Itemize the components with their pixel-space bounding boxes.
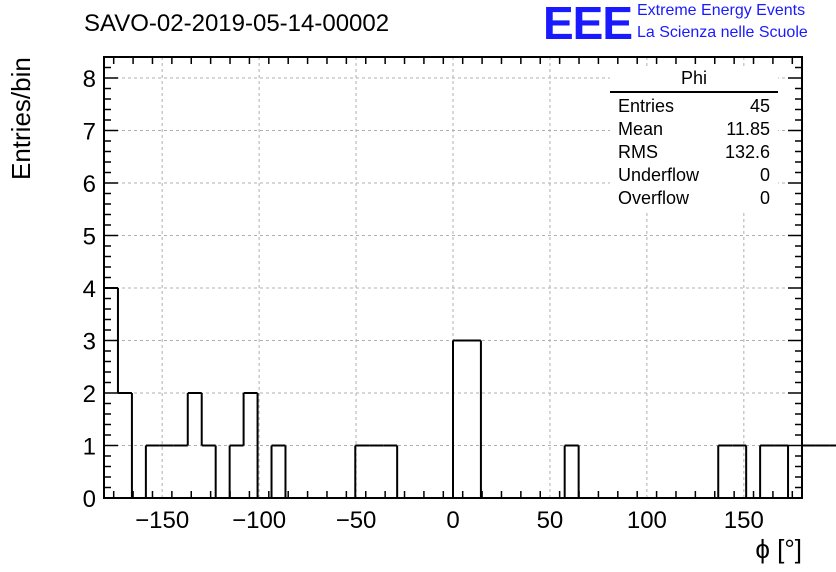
y-tick-label: 8 (83, 66, 96, 93)
y-tick-label: 0 (83, 486, 96, 513)
stats-row-rms: RMS 132.6 (610, 141, 778, 164)
stats-label: Entries (618, 96, 675, 116)
stats-value: 11.85 (726, 119, 770, 139)
y-tick-label: 7 (83, 119, 96, 146)
stats-title: Phi (610, 68, 778, 93)
x-tick-label: −150 (135, 507, 189, 534)
x-tick-label: 50 (537, 507, 564, 534)
x-tick-label: 150 (724, 507, 764, 534)
eee-logo: EEE (543, 0, 633, 49)
stats-label: RMS (618, 142, 658, 162)
x-tick-label: −100 (232, 507, 286, 534)
logo-subtitle-2: La Scienza nelle Scuole (637, 24, 808, 41)
y-tick-label: 1 (83, 434, 96, 461)
stats-value: 132.6 (724, 142, 770, 162)
y-tick-label: 3 (83, 329, 96, 356)
x-tick-label: 0 (446, 507, 459, 534)
stats-row-mean: Mean 11.85 (610, 118, 778, 141)
stats-box: Phi Entries 45 Mean 11.85 RMS 132.6 Unde… (610, 68, 778, 210)
stats-row-entries: Entries 45 (610, 95, 778, 118)
stats-row-underflow: Underflow 0 (610, 164, 778, 187)
stats-value: 0 (759, 188, 770, 208)
chart-title: SAVO-02-2019-05-14-00002 (84, 10, 390, 37)
logo-subtitle-1: Extreme Energy Events (637, 2, 806, 19)
x-tick-label: 100 (627, 507, 667, 534)
y-tick-label: 4 (83, 276, 96, 303)
stats-value: 45 (749, 96, 770, 116)
stats-label: Underflow (618, 165, 700, 185)
x-axis-label: ϕ [°] (755, 534, 802, 564)
stats-label: Mean (618, 119, 664, 139)
x-tick-label: −50 (336, 507, 377, 534)
y-tick-label: 2 (83, 381, 96, 408)
stats-label: Overflow (618, 188, 690, 208)
stats-value: 0 (759, 165, 770, 185)
y-tick-label: 6 (83, 171, 96, 198)
stats-row-overflow: Overflow 0 (610, 187, 778, 210)
y-tick-label: 5 (83, 224, 96, 251)
